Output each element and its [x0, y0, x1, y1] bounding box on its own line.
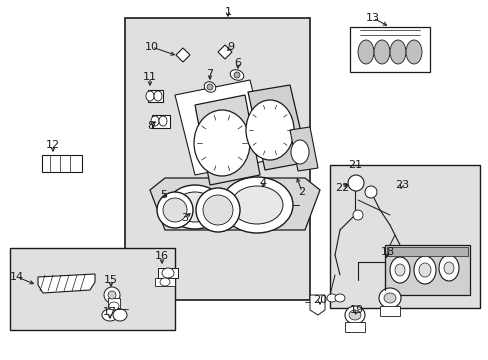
Ellipse shape [389, 40, 405, 64]
Ellipse shape [204, 82, 215, 92]
Bar [108, 298, 120, 308]
Text: 8: 8 [147, 121, 154, 131]
Ellipse shape [383, 293, 395, 303]
Ellipse shape [160, 278, 170, 286]
Ellipse shape [418, 263, 430, 277]
Ellipse shape [151, 116, 159, 126]
Text: 9: 9 [227, 42, 234, 52]
Ellipse shape [443, 262, 453, 274]
Ellipse shape [405, 40, 421, 64]
Text: 18: 18 [380, 247, 394, 257]
Bar [345, 322, 364, 332]
Text: 10: 10 [145, 42, 159, 52]
Ellipse shape [109, 302, 119, 310]
Ellipse shape [378, 288, 400, 308]
Text: 5: 5 [160, 190, 167, 200]
Ellipse shape [357, 40, 373, 64]
Ellipse shape [159, 116, 167, 126]
Ellipse shape [230, 70, 244, 80]
Text: 12: 12 [46, 140, 60, 150]
Ellipse shape [196, 106, 203, 114]
Ellipse shape [326, 294, 336, 302]
Text: 2: 2 [298, 187, 305, 197]
Text: 7: 7 [206, 69, 213, 79]
Ellipse shape [157, 192, 193, 228]
Text: 21: 21 [347, 160, 361, 170]
Ellipse shape [348, 310, 360, 320]
Ellipse shape [229, 120, 240, 130]
Bar [386, 247, 467, 256]
Bar [148, 90, 163, 102]
Bar [10, 248, 175, 330]
Text: 16: 16 [155, 251, 169, 261]
Text: 4: 4 [259, 178, 266, 188]
Ellipse shape [175, 192, 215, 222]
Ellipse shape [245, 100, 293, 160]
Polygon shape [218, 45, 231, 59]
Bar [125, 18, 309, 300]
Polygon shape [247, 85, 307, 170]
Text: 15: 15 [104, 275, 118, 285]
Ellipse shape [203, 195, 232, 225]
Ellipse shape [345, 306, 364, 324]
Polygon shape [150, 178, 319, 230]
Ellipse shape [163, 198, 186, 222]
Ellipse shape [389, 257, 409, 283]
Ellipse shape [206, 84, 213, 90]
Ellipse shape [167, 185, 223, 229]
Bar [152, 115, 170, 128]
Bar [155, 278, 175, 286]
Polygon shape [309, 295, 325, 315]
Polygon shape [195, 95, 260, 185]
Text: 19: 19 [349, 305, 364, 315]
Ellipse shape [102, 309, 118, 321]
Ellipse shape [413, 256, 435, 284]
Text: 17: 17 [103, 307, 117, 317]
Ellipse shape [162, 268, 174, 278]
Ellipse shape [196, 188, 240, 232]
Bar [349, 27, 429, 72]
Ellipse shape [347, 175, 363, 191]
Ellipse shape [146, 91, 154, 101]
Ellipse shape [352, 210, 362, 220]
Ellipse shape [221, 177, 292, 233]
Ellipse shape [113, 309, 127, 321]
Ellipse shape [394, 264, 404, 276]
Ellipse shape [194, 110, 249, 176]
Polygon shape [289, 127, 317, 171]
Ellipse shape [224, 100, 235, 110]
Ellipse shape [201, 126, 208, 134]
Ellipse shape [373, 40, 389, 64]
Text: 1: 1 [224, 7, 231, 17]
Text: 6: 6 [234, 58, 241, 68]
Ellipse shape [235, 140, 244, 150]
Bar [329, 165, 479, 308]
Text: 3: 3 [181, 213, 188, 223]
Text: 22: 22 [334, 183, 348, 193]
Text: 14: 14 [10, 272, 24, 282]
Polygon shape [175, 80, 269, 175]
Ellipse shape [234, 72, 240, 78]
Text: 13: 13 [365, 13, 379, 23]
Bar [158, 268, 178, 278]
Ellipse shape [230, 186, 283, 224]
Ellipse shape [364, 186, 376, 198]
Ellipse shape [240, 155, 249, 165]
Text: 23: 23 [394, 180, 408, 190]
Polygon shape [176, 48, 190, 62]
Ellipse shape [154, 91, 162, 101]
Ellipse shape [334, 294, 345, 302]
Bar [379, 306, 399, 316]
Ellipse shape [438, 255, 458, 281]
Ellipse shape [104, 287, 120, 303]
Bar [42, 155, 82, 172]
Text: 11: 11 [142, 72, 157, 82]
Bar [384, 245, 469, 295]
Text: 20: 20 [312, 295, 326, 305]
Ellipse shape [290, 140, 308, 164]
Ellipse shape [205, 146, 214, 154]
Polygon shape [38, 274, 95, 293]
Ellipse shape [108, 291, 116, 299]
